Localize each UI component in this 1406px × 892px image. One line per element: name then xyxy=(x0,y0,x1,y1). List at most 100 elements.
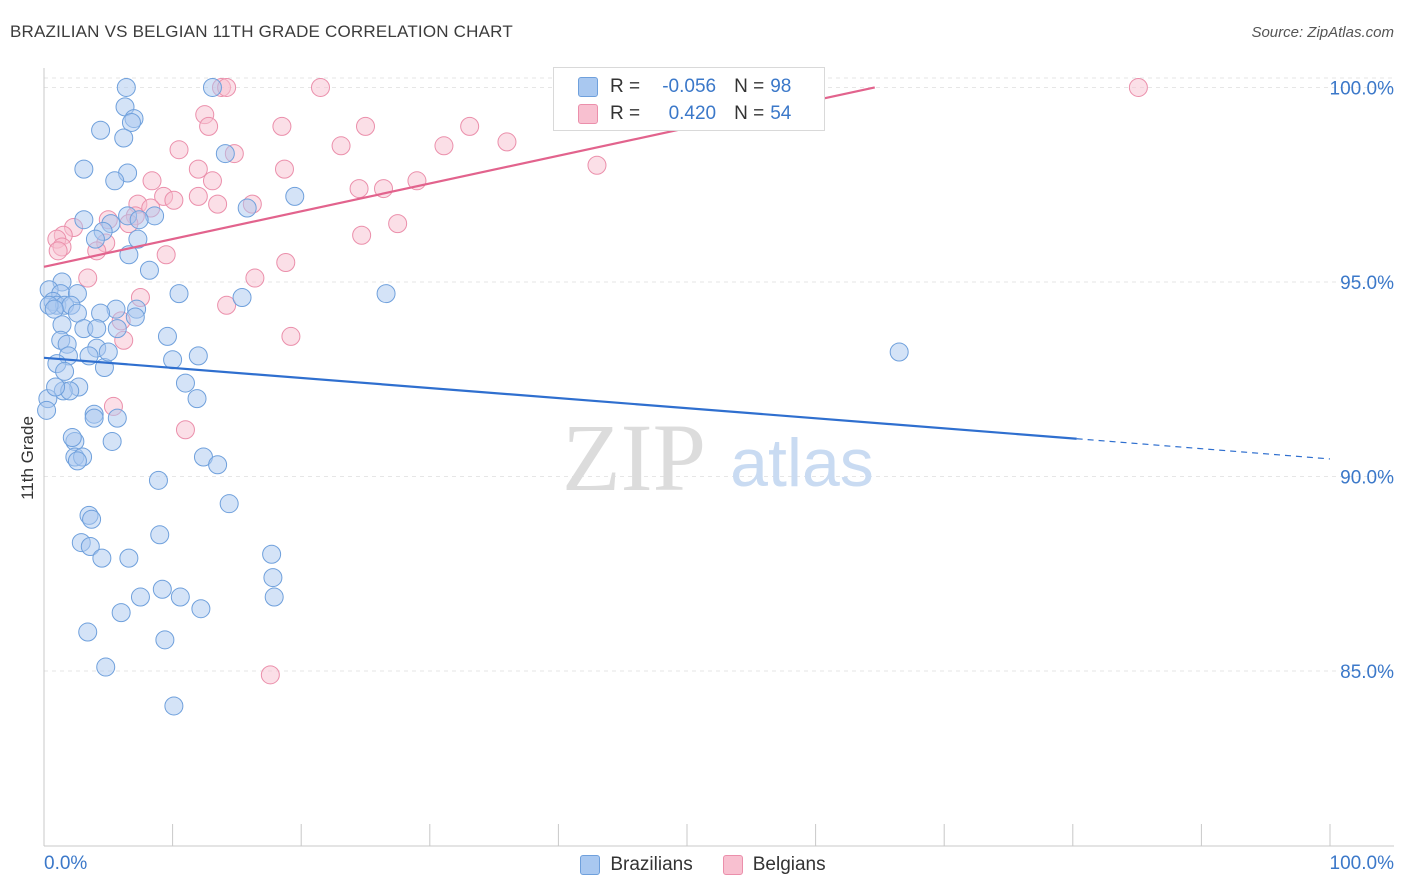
brazilians-point xyxy=(219,494,239,514)
belgians-point xyxy=(276,253,296,272)
belgians-point xyxy=(199,116,219,136)
brazilians-point xyxy=(130,587,150,607)
legend-n-label: N = xyxy=(734,76,765,97)
belgians-point xyxy=(274,159,294,179)
brazilians-point xyxy=(150,525,170,545)
brazilians-point xyxy=(107,319,127,339)
brazilians-point xyxy=(91,303,111,323)
brazilians-point xyxy=(105,171,125,191)
legend-label-brazilians: Brazilians xyxy=(610,854,693,875)
legend-swatch-belgians xyxy=(722,855,743,875)
belgians-point xyxy=(388,214,408,234)
brazilians-point xyxy=(170,587,190,607)
brazilians-point xyxy=(80,536,100,556)
brazilians-point xyxy=(202,77,222,97)
y-tick-label: 85.0% xyxy=(1340,662,1394,683)
brazilians-point xyxy=(889,342,909,362)
brazilians-points xyxy=(37,77,909,716)
brazilians-point xyxy=(169,284,189,304)
brazilians-point xyxy=(157,326,177,346)
brazilians-point xyxy=(191,599,211,619)
brazilians-point xyxy=(84,408,104,428)
watermark-atlas: atlas xyxy=(730,425,874,501)
brazilians-point xyxy=(91,120,111,140)
belgians-point xyxy=(202,171,222,191)
brazilians-point xyxy=(55,361,75,381)
source-label: Source: ZipAtlas.com xyxy=(1251,24,1394,41)
belgians-point xyxy=(331,136,351,156)
brazilians-point xyxy=(102,431,122,451)
stats-legend: R = -0.056 N = 98 R = 0.420 N = 54 xyxy=(553,67,825,131)
y-axis-label: 11th Grade xyxy=(18,416,37,500)
brazilians-point xyxy=(232,288,252,308)
legend-swatch-brazilians xyxy=(578,77,598,97)
brazilians-point xyxy=(208,455,228,475)
watermark: ZIP atlas xyxy=(562,404,874,511)
brazilians-point xyxy=(285,186,305,206)
brazilians-point xyxy=(128,229,148,249)
legend-r-label: R = xyxy=(610,76,641,97)
axes xyxy=(43,68,1394,847)
brazilians-point xyxy=(98,342,118,362)
belgians-point xyxy=(587,155,607,175)
belgians-points xyxy=(47,77,1148,685)
belgians-point xyxy=(208,194,228,214)
belgians-point xyxy=(281,326,301,346)
legend-row-brazilians: R = -0.056 N = 98 xyxy=(578,74,791,100)
y-tick-label: 100.0% xyxy=(1330,78,1395,99)
belgians-point xyxy=(310,77,330,97)
brazilians-point xyxy=(262,544,282,564)
belgians-point xyxy=(217,295,237,315)
brazilians-point xyxy=(119,548,139,568)
brazilians-point xyxy=(74,159,94,179)
y-tick-label: 95.0% xyxy=(1340,273,1394,294)
brazilians-point xyxy=(376,284,396,304)
belgians-point xyxy=(188,186,208,206)
belgians-point xyxy=(169,140,189,160)
y-tick-label: 90.0% xyxy=(1340,467,1394,488)
legend-r-label: R = xyxy=(610,103,641,124)
x-tick-label-min: 0.0% xyxy=(44,853,87,874)
y-tick-labels: 85.0% 90.0% 95.0% 100.0% xyxy=(1330,78,1395,683)
legend-r-value-brazilians: -0.056 xyxy=(662,76,717,97)
belgians-point xyxy=(48,241,68,261)
belgians-point xyxy=(245,268,265,288)
belgians-point xyxy=(164,190,184,210)
brazilians-point xyxy=(187,389,207,409)
brazilians-point xyxy=(46,377,66,397)
belgians-point xyxy=(156,245,176,265)
brazilians-point xyxy=(85,229,105,249)
brazilians-point xyxy=(129,210,149,230)
belgians-point xyxy=(1128,77,1148,97)
belgians-point xyxy=(460,116,480,136)
brazilians-point xyxy=(82,509,102,529)
belgians-point xyxy=(78,268,98,288)
legend-n-label: N = xyxy=(734,103,765,124)
brazilians-point xyxy=(107,408,127,428)
series-legend: Brazilians Belgians xyxy=(0,852,1406,878)
legend-swatch-belgians xyxy=(578,104,598,124)
brazilians-point xyxy=(114,128,134,148)
legend-r-value-belgians: 0.420 xyxy=(668,103,717,124)
legend-item-brazilians[interactable]: Brazilians xyxy=(580,854,693,876)
brazilians-point xyxy=(152,579,172,599)
brazilians-point xyxy=(263,568,283,588)
brazilians-point xyxy=(139,260,159,280)
watermark-zip: ZIP xyxy=(562,404,706,511)
brazilians-trend-line xyxy=(43,356,1077,440)
belgians-point xyxy=(272,116,292,136)
belgians-point xyxy=(188,159,208,179)
legend-item-belgians[interactable]: Belgians xyxy=(722,854,826,876)
brazilians-point xyxy=(116,77,136,97)
belgians-point xyxy=(349,179,369,199)
brazilians-point xyxy=(67,451,87,471)
brazilians-point xyxy=(148,470,168,490)
belgians-point xyxy=(497,132,517,152)
legend-n-value-belgians: 54 xyxy=(770,103,792,124)
brazilians-point xyxy=(78,622,98,642)
brazilians-point xyxy=(74,210,94,230)
brazilians-trend-line-extension xyxy=(1076,438,1331,460)
legend-label-belgians: Belgians xyxy=(752,854,826,875)
belgians-point xyxy=(260,665,280,685)
